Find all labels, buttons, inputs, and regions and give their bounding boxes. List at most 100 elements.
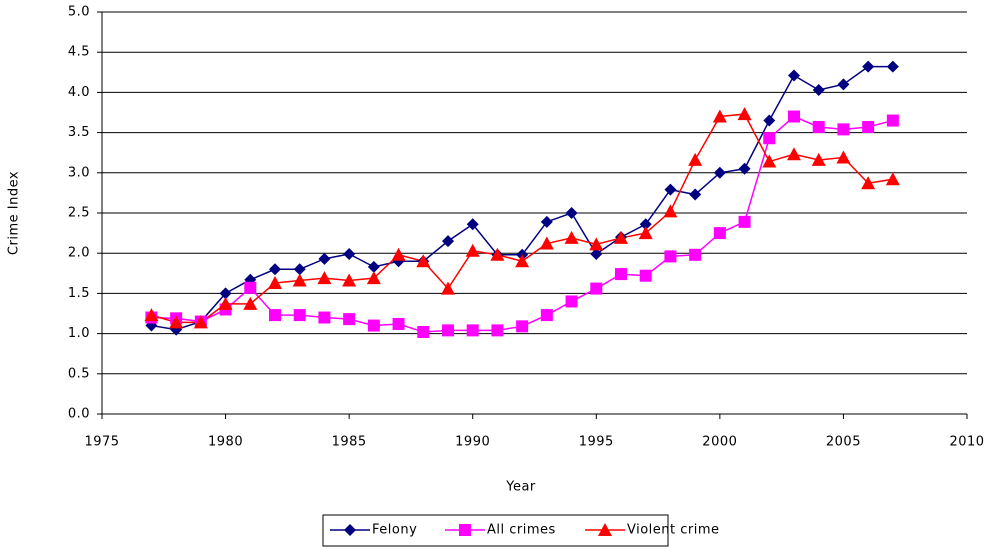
marker: [712, 109, 727, 123]
y-tick-label: 4.0: [68, 85, 90, 100]
marker: [540, 215, 553, 228]
marker: [317, 271, 332, 285]
marker: [614, 230, 628, 244]
y-axis-label: Crime Index: [7, 171, 22, 255]
marker: [491, 324, 504, 337]
marker: [540, 309, 553, 322]
x-tick-label: 2010: [949, 435, 984, 450]
y-tick-label: 0.0: [68, 407, 90, 422]
legend-label: All crimes: [487, 523, 556, 538]
marker: [391, 247, 406, 261]
marker: [169, 315, 184, 329]
marker: [343, 248, 356, 261]
marker: [836, 150, 851, 164]
marker: [812, 83, 825, 96]
marker: [465, 243, 480, 257]
marker: [269, 309, 281, 322]
y-tick-label: 4.5: [68, 45, 90, 60]
marker: [269, 263, 281, 276]
x-tick-label: 2005: [826, 435, 861, 450]
marker: [837, 123, 850, 136]
marker: [688, 152, 703, 166]
marker: [442, 235, 454, 248]
marker: [442, 324, 454, 337]
series-line: [151, 113, 893, 324]
marker: [737, 107, 752, 121]
marker: [638, 226, 653, 240]
marker: [564, 230, 579, 244]
marker: [639, 269, 652, 282]
marker: [885, 172, 900, 186]
marker: [193, 315, 208, 329]
marker: [788, 69, 800, 82]
x-tick-label: 1995: [579, 435, 614, 450]
x-tick-label: 1985: [332, 435, 367, 450]
marker: [342, 273, 357, 287]
marker: [367, 260, 380, 273]
marker: [392, 255, 405, 268]
marker: [886, 114, 899, 127]
y-tick-label: 3.5: [68, 125, 90, 140]
marker: [615, 268, 627, 281]
marker: [219, 287, 232, 300]
marker: [812, 120, 825, 133]
marker: [318, 252, 331, 265]
marker: [664, 183, 677, 196]
marker: [244, 281, 257, 294]
marker: [366, 271, 381, 285]
marker: [417, 325, 430, 338]
marker: [811, 152, 826, 166]
marker: [689, 248, 702, 261]
x-tick-label: 1975: [84, 435, 119, 450]
marker: [466, 218, 479, 231]
marker: [343, 313, 356, 326]
x-tick-label: 1990: [455, 435, 490, 450]
legend-marker: [598, 523, 612, 536]
marker: [862, 120, 875, 133]
marker: [441, 281, 455, 295]
marker: [539, 236, 554, 250]
marker: [515, 254, 530, 268]
x-tick-label: 2000: [702, 435, 737, 450]
marker: [861, 176, 876, 190]
marker: [664, 250, 677, 263]
marker: [292, 273, 307, 287]
legend-marker: [344, 524, 356, 536]
y-tick-label: 3.0: [68, 165, 90, 180]
marker: [367, 319, 380, 332]
marker: [392, 317, 405, 330]
marker: [738, 215, 751, 228]
marker: [318, 311, 331, 324]
marker: [218, 296, 233, 310]
marker: [763, 132, 776, 145]
marker: [713, 227, 726, 240]
marker: [293, 263, 306, 276]
series-line: [151, 115, 894, 333]
marker: [837, 78, 850, 91]
marker: [466, 324, 479, 337]
marker: [243, 296, 258, 310]
marker: [565, 295, 578, 308]
marker: [589, 237, 604, 251]
marker: [516, 320, 529, 333]
y-tick-label: 5.0: [68, 5, 90, 20]
marker: [565, 207, 578, 219]
marker: [713, 166, 726, 179]
marker: [590, 282, 603, 295]
marker: [886, 60, 899, 73]
marker: [762, 154, 777, 168]
marker: [788, 110, 800, 123]
marker: [689, 188, 702, 201]
y-tick-label: 2.0: [68, 246, 90, 261]
series-line: [151, 65, 893, 331]
y-tick-label: 1.0: [68, 326, 90, 341]
marker: [738, 162, 751, 175]
marker: [490, 247, 505, 261]
marker: [416, 254, 431, 268]
y-tick-label: 2.5: [68, 206, 90, 221]
marker: [268, 275, 282, 289]
marker: [663, 204, 678, 218]
marker: [862, 60, 875, 73]
x-tick-label: 1980: [208, 435, 243, 450]
